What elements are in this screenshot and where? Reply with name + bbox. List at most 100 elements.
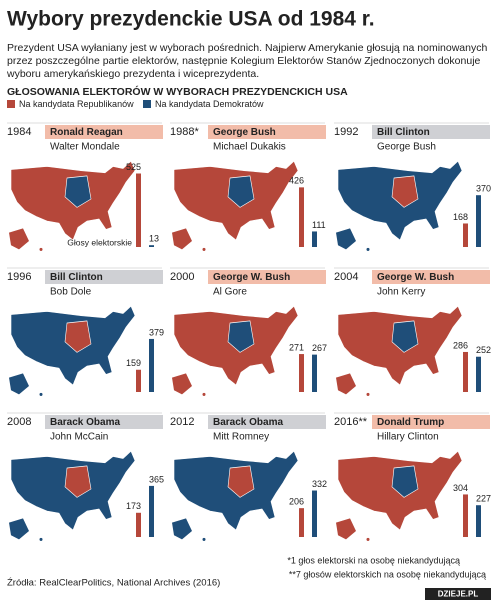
bar-label: 159 [126,358,141,368]
map-hawaii [202,247,206,251]
bar-label: 267 [312,343,327,353]
bar [463,223,468,247]
winner: George W. Bush [213,272,290,283]
map-hawaii [366,247,370,251]
map-hawaii [39,247,43,251]
map-hawaii [366,537,370,541]
bar [149,485,154,537]
subtitle: wyboru amerykańskiego prezydenta i wicep… [6,68,259,80]
map-region [391,465,419,498]
map-hawaii [39,537,43,541]
year: 1988* [170,126,199,138]
map-hawaii [202,537,206,541]
year: 2016** [334,416,368,428]
map-hawaii [366,392,370,396]
map-alaska [336,228,356,250]
year: 2000 [170,271,194,283]
footnote: *1 głos elektorski na osobę niekandydują… [287,555,460,565]
bar [136,369,141,392]
bar [299,187,304,247]
bar-label: 227 [476,494,491,504]
source: Źródła: RealClearPolitics, National Arch… [7,578,220,589]
map-alaska [172,373,192,395]
footnote: **7 głosów elektorskich na osobę niekand… [289,569,486,579]
winner: George W. Bush [377,272,454,283]
legend-label: Na kandydata Demokratów [155,99,264,109]
subtitle: Prezydent USA wyłaniany jest w wyborach … [7,42,487,54]
map-alaska [336,518,356,540]
bar-label: 111 [312,220,326,230]
map [336,160,463,251]
map-region [227,175,255,208]
winner-box [208,415,326,429]
map-alaska [172,518,192,540]
winner: Ronald Reagan [50,127,123,138]
legend-label: Na kandydata Republikanów [19,99,134,109]
winner: Barack Obama [50,417,120,428]
bar-label: 13 [149,234,159,244]
map [9,160,136,251]
runner-up: Al Gore [213,287,247,298]
bar-label: 365 [149,474,164,484]
year: 2004 [334,271,358,283]
bar [299,354,304,392]
bar [463,494,468,537]
year: 1992 [334,126,358,138]
runner-up: Hillary Clinton [377,432,439,443]
map-region [227,320,255,353]
winner: George Bush [213,127,276,138]
map [336,450,463,541]
map [336,305,463,396]
bar [476,505,481,537]
subtitle: przez poszczególne partie elektorów, nas… [7,55,481,67]
map [9,305,136,396]
bar [136,173,141,247]
runner-up: Walter Mondale [50,142,120,153]
brand-box [425,588,491,600]
map [172,160,299,251]
legend-swatch [143,100,151,108]
chart-heading: GŁOSOWANIA ELEKTORÓW W WYBORACH PREZYDEN… [7,85,348,98]
bar-label: 304 [453,483,468,493]
bar [476,195,481,247]
bar-label: 271 [289,342,304,352]
bar [312,490,317,537]
winner: Barack Obama [213,417,283,428]
map-region [391,175,419,208]
winner-box [372,415,490,429]
map [172,305,299,396]
bar [476,356,481,392]
bar-label: 332 [312,479,327,489]
bar [149,245,154,247]
bar [136,512,141,537]
year: 1984 [7,126,31,138]
year: 2012 [170,416,194,428]
map [9,450,136,541]
map-alaska [172,228,192,250]
winner-box [372,125,490,139]
runner-up: Michael Dukakis [213,142,286,153]
map-hawaii [39,392,43,396]
title: Wybory prezydenckie USA od 1984 r. [7,8,375,31]
runner-up: Bob Dole [50,287,92,298]
bar-label: 426 [289,176,304,186]
bar-label: 379 [149,327,164,337]
map-alaska [336,373,356,395]
runner-up: John Kerry [377,287,425,298]
winner-box [372,270,490,284]
bar-label: 173 [126,501,141,511]
map-region [64,465,92,498]
winner-box [45,125,163,139]
runner-up: George Bush [377,142,436,153]
winner-box [45,415,163,429]
map-region [64,320,92,353]
map [172,450,299,541]
map-alaska [9,373,29,395]
winner-box [45,270,163,284]
brand: DZIEJE.PL [438,590,479,599]
runner-up: John McCain [50,432,108,443]
bar-label: 370 [476,184,491,194]
bar-label: 525 [126,162,141,172]
winner-box [208,125,326,139]
